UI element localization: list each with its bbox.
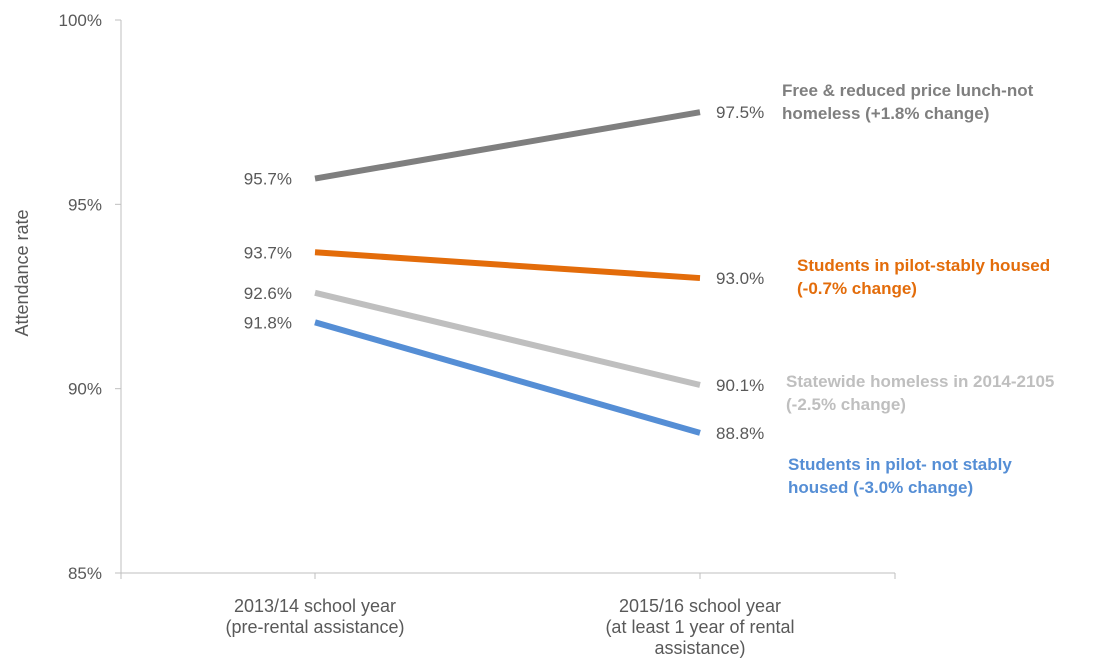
y-tick-label: 95% (68, 195, 102, 214)
x-tick-label: 2015/16 school year (at least 1 year of r… (605, 596, 794, 658)
series-line (314, 249, 701, 282)
axes: 85% 90% 95% 100% 2013/14 school year (pre-ren… (12, 11, 896, 658)
series-name-label: Students in pilot- not stably housed (-3.… (788, 455, 1012, 497)
data-label-end: 93.0% (716, 269, 764, 288)
series-line (314, 289, 701, 388)
data-label-end: 88.8% (716, 424, 764, 443)
labels: 95.7% 97.5% Free & reduced price lunch-not… (244, 81, 1055, 497)
series-line (314, 109, 701, 182)
y-tick-label: 100% (59, 11, 102, 30)
data-label-end: 97.5% (716, 103, 764, 122)
series-line (314, 319, 701, 436)
series-lines (314, 109, 701, 436)
y-axis-title: Attendance rate (12, 209, 32, 336)
data-label-start: 92.6% (244, 284, 292, 303)
data-label-start: 93.7% (244, 243, 292, 262)
y-tick-label: 90% (68, 380, 102, 399)
series-name-label: Students in pilot-stably housed (-0.7% ch… (797, 256, 1050, 298)
series-name-label: Statewide homeless in 2014-2105 (-2.5% ch… (786, 372, 1054, 414)
series-name-label: Free & reduced price lunch-not homeless (… (782, 81, 1034, 123)
data-label-start: 91.8% (244, 313, 292, 332)
x-tick-label: 2013/14 school year (pre-rental assistanc… (225, 596, 404, 637)
data-label-end: 90.1% (716, 376, 764, 395)
y-tick-label: 85% (68, 564, 102, 583)
data-label-start: 95.7% (244, 170, 292, 189)
